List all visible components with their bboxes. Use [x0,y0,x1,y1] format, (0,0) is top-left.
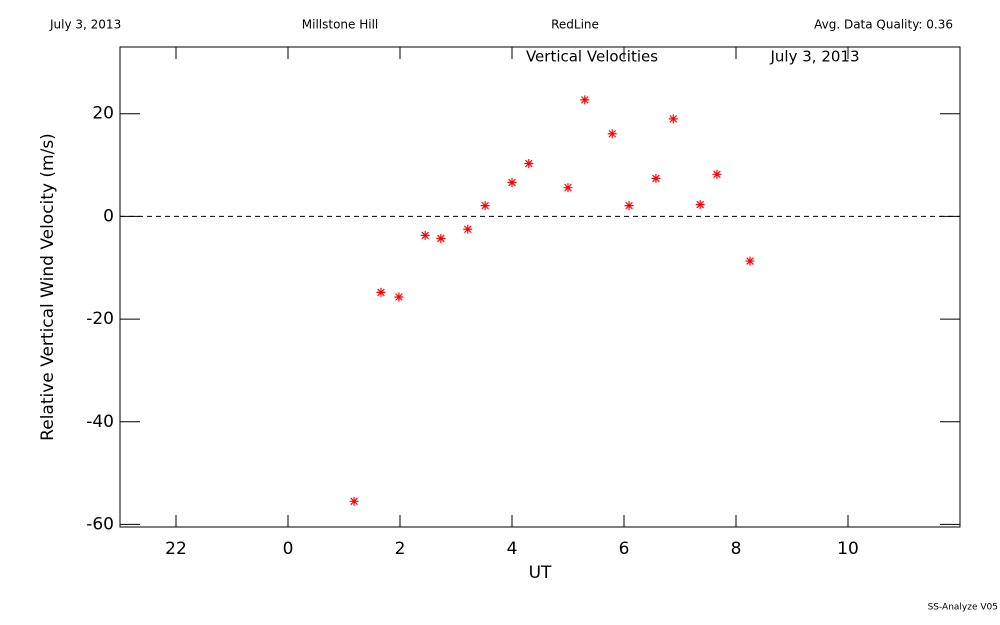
header-site: Millstone Hill [302,18,378,32]
y-tick-label: -60 [86,514,114,534]
data-point [394,292,404,302]
footer: SS-Analyze V05 [928,603,998,613]
data-point [580,95,590,105]
data-point [695,200,705,210]
data-point [480,201,490,211]
data-point [436,233,446,243]
data-point [376,287,386,297]
x-tick-label: 6 [619,539,630,559]
data-point [668,114,678,124]
y-tick-label: 20 [92,104,114,124]
y-tick-label: 0 [103,206,114,226]
x-tick-label: 22 [165,539,187,559]
chart-title: Vertical Velocities [526,48,658,66]
x-tick-label: 2 [395,539,406,559]
y-tick-label: -20 [86,309,114,329]
x-tick-label: 8 [731,539,742,559]
y-tick-label: -40 [86,412,114,432]
header-quality: Avg. Data Quality: 0.36 [814,18,953,32]
x-tick-label: 0 [283,539,294,559]
chart-subtitle: July 3, 2013 [770,48,860,66]
data-point [745,256,755,266]
data-point [563,183,573,193]
data-point [624,201,634,211]
x-tick-label: 10 [837,539,859,559]
x-tick-label: 4 [507,539,518,559]
y-axis-label: Relative Vertical Wind Velocity (m/s) [38,133,58,441]
data-point [712,169,722,179]
data-point [507,178,517,188]
x-axis-label: UT [529,563,552,583]
data-point [349,496,359,506]
data-point [420,230,430,240]
header-line: RedLine [551,18,599,32]
data-point [524,159,534,169]
data-point [463,224,473,234]
plot-frame [119,46,961,528]
data-point [651,173,661,183]
data-point [607,129,617,139]
header-date: July 3, 2013 [49,18,121,32]
